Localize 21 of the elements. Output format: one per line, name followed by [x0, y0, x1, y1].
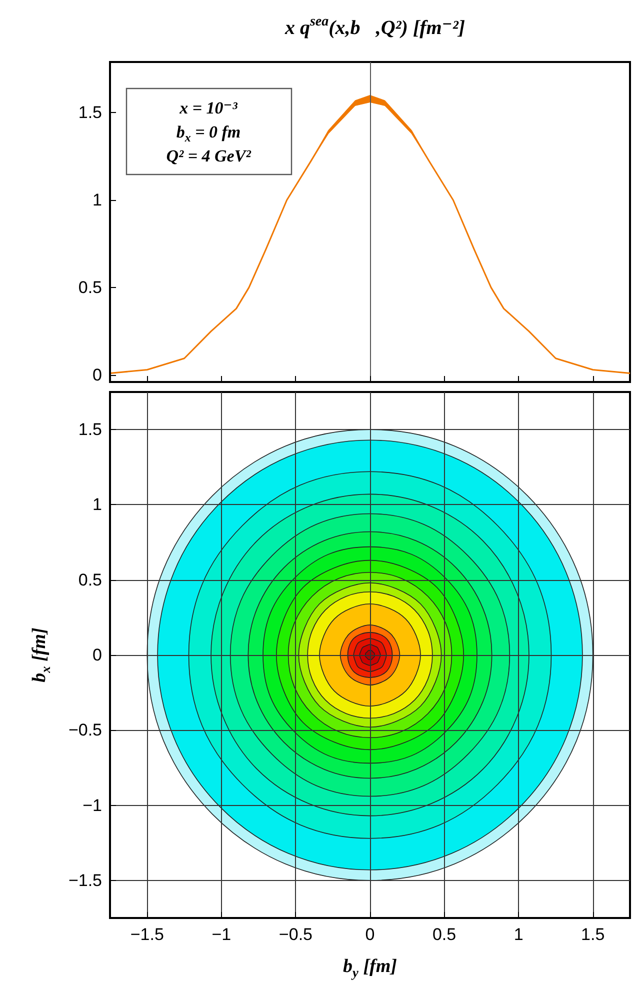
x-tick-label: −1	[212, 925, 232, 944]
y-tick-label: −1.5	[68, 870, 102, 890]
y-tick-label: 0	[92, 646, 102, 664]
y-tick-label: 1.5	[78, 103, 102, 122]
y-tick-label: 1	[92, 495, 102, 514]
annotation: x = 10⁻³	[178, 98, 238, 118]
x-tick-label: −1.5	[130, 925, 164, 944]
y-tick-label: 0	[92, 366, 102, 385]
y-tick-label: 0.5	[78, 570, 102, 590]
x-tick-label: −0.5	[278, 925, 312, 944]
y-tick-label: 1.5	[78, 420, 102, 440]
y-tick-label: 1	[92, 190, 102, 210]
x-tick-label: 1	[514, 925, 524, 944]
x-tick-label: 0.5	[432, 925, 456, 944]
y-tick-label: −1	[82, 796, 102, 815]
y-tick-label: 0.5	[78, 278, 102, 298]
x-tick-label: 1.5	[581, 925, 605, 944]
y-axis-title: bx [fm]	[29, 628, 53, 682]
x-tick-label: 0	[365, 925, 375, 944]
y-tick-label: −0.5	[68, 720, 102, 740]
annotation: Q² = 4 GeV²	[166, 146, 252, 166]
